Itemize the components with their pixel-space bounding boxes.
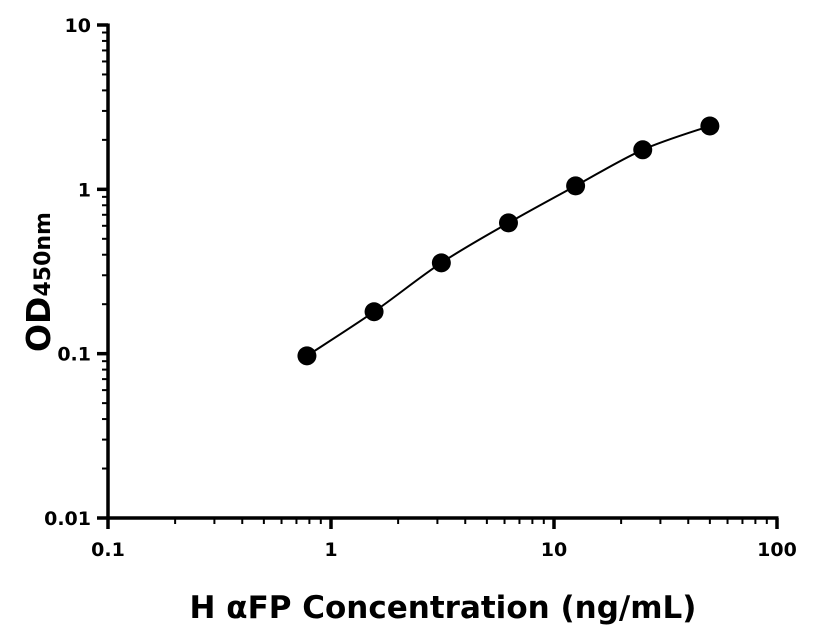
y-axis-label-subscript: 450nm	[31, 212, 56, 297]
y-axis-label: OD450nm	[19, 212, 58, 352]
x-tick-label: 100	[757, 539, 797, 561]
data-point	[364, 302, 384, 322]
data-point	[498, 213, 518, 233]
x-tick-label: 0.1	[91, 539, 125, 561]
data-marks	[297, 116, 720, 366]
x-axis-label: H αFP Concentration (ng/mL)	[190, 590, 697, 626]
data-point	[633, 140, 653, 160]
data-point	[297, 346, 317, 366]
x-tick-label: 1	[324, 539, 337, 561]
data-point	[566, 176, 586, 196]
data-point	[431, 253, 451, 273]
y-axis-label-main: OD	[19, 297, 58, 352]
y-tick-label: 0.1	[57, 344, 91, 366]
y-tick-label: 1	[78, 179, 91, 201]
y-tick-label: 0.01	[44, 508, 91, 530]
x-tick-label: 10	[541, 539, 567, 561]
fit-curve	[306, 125, 711, 357]
data-point	[700, 116, 720, 136]
y-tick-label: 10	[65, 15, 91, 37]
